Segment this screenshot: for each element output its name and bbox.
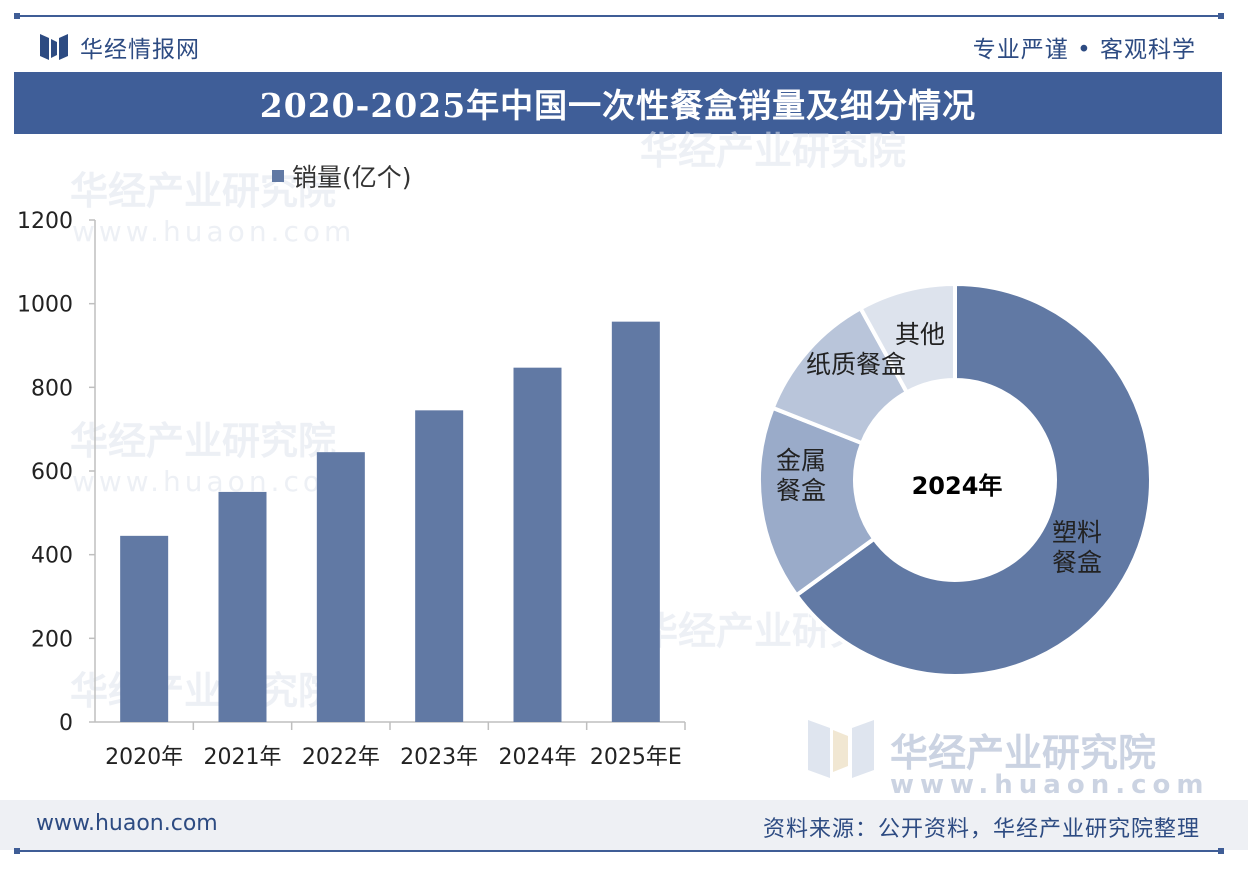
y-tick-label: 400 [31, 544, 73, 569]
y-tick-label: 200 [31, 627, 73, 652]
slogan: 专业严谨 • 客观科学 [972, 37, 1196, 63]
logo-text: 华经情报网 [80, 37, 200, 63]
logo: 华经情报网 [40, 30, 200, 64]
bar [611, 321, 660, 722]
bar [120, 535, 169, 722]
y-tick-label: 0 [59, 711, 73, 736]
slice-label-plastic: 塑料 餐盒 [1052, 518, 1102, 578]
title-bar: 2020-2025年中国一次性餐盒销量及细分情况 [14, 72, 1222, 134]
x-tick-label: 2025年E [590, 745, 682, 770]
legend-label: 销量(亿个) [292, 163, 412, 192]
bar-chart: 0 200 400 600 800 1000 1200 2020年 2021年 2022年 2023… [17, 209, 686, 770]
slice-label-metal: 金属 餐盒 [776, 446, 826, 506]
slice-label-other: 其他 [895, 320, 945, 350]
footer-url: www.huaon.com [36, 811, 218, 836]
top-divider [14, 13, 1224, 19]
donut-chart [757, 281, 1153, 678]
bar [316, 452, 365, 722]
y-tick-label: 1000 [17, 293, 73, 318]
bottom-divider [14, 848, 1224, 854]
slice-label-text: 塑料 餐盒 [1052, 518, 1103, 577]
donut-center-label: 2024年 [911, 472, 1003, 500]
slice-label-text: 纸质餐盒 [806, 350, 907, 379]
footer [0, 800, 1248, 850]
brand-watermark-icon [808, 720, 874, 778]
huajing-logo-icon [40, 34, 68, 60]
watermark-url: www.huaon.com [72, 465, 356, 498]
y-tick-label: 800 [31, 376, 73, 401]
chart-title: 2020-2025年中国一次性餐盒销量及细分情况 [259, 86, 977, 125]
x-tick-label: 2021年 [204, 745, 282, 770]
bar-legend: 销量(亿个) [272, 158, 412, 194]
slice-label-text: 金属 餐盒 [776, 446, 827, 505]
bar [218, 491, 267, 722]
y-tick-label: 600 [31, 460, 73, 485]
slice-label-paper: 纸质餐盒 [806, 350, 906, 380]
y-tick-label: 1200 [17, 209, 73, 234]
donut-slice [857, 281, 957, 396]
x-tick-label: 2024年 [499, 745, 577, 770]
brand-watermark-url: www.huaon.com [890, 770, 1210, 800]
watermark-url: www.huaon.com [72, 215, 356, 248]
footer-source: 资料来源：公开资料，华经产业研究院整理 [762, 817, 1200, 842]
legend-swatch [272, 170, 284, 182]
donut-slice [793, 281, 1153, 678]
bar [513, 367, 562, 722]
bar [415, 410, 464, 722]
slice-label-text: 其他 [895, 320, 946, 349]
brand-watermark-text: 华经产业研究院 [890, 730, 1157, 775]
x-tick-label: 2020年 [105, 745, 183, 770]
x-tick-label: 2023年 [400, 745, 478, 770]
brand-watermark: 华经产业研究院 [808, 720, 1156, 778]
x-tick-label: 2022年 [302, 745, 380, 770]
